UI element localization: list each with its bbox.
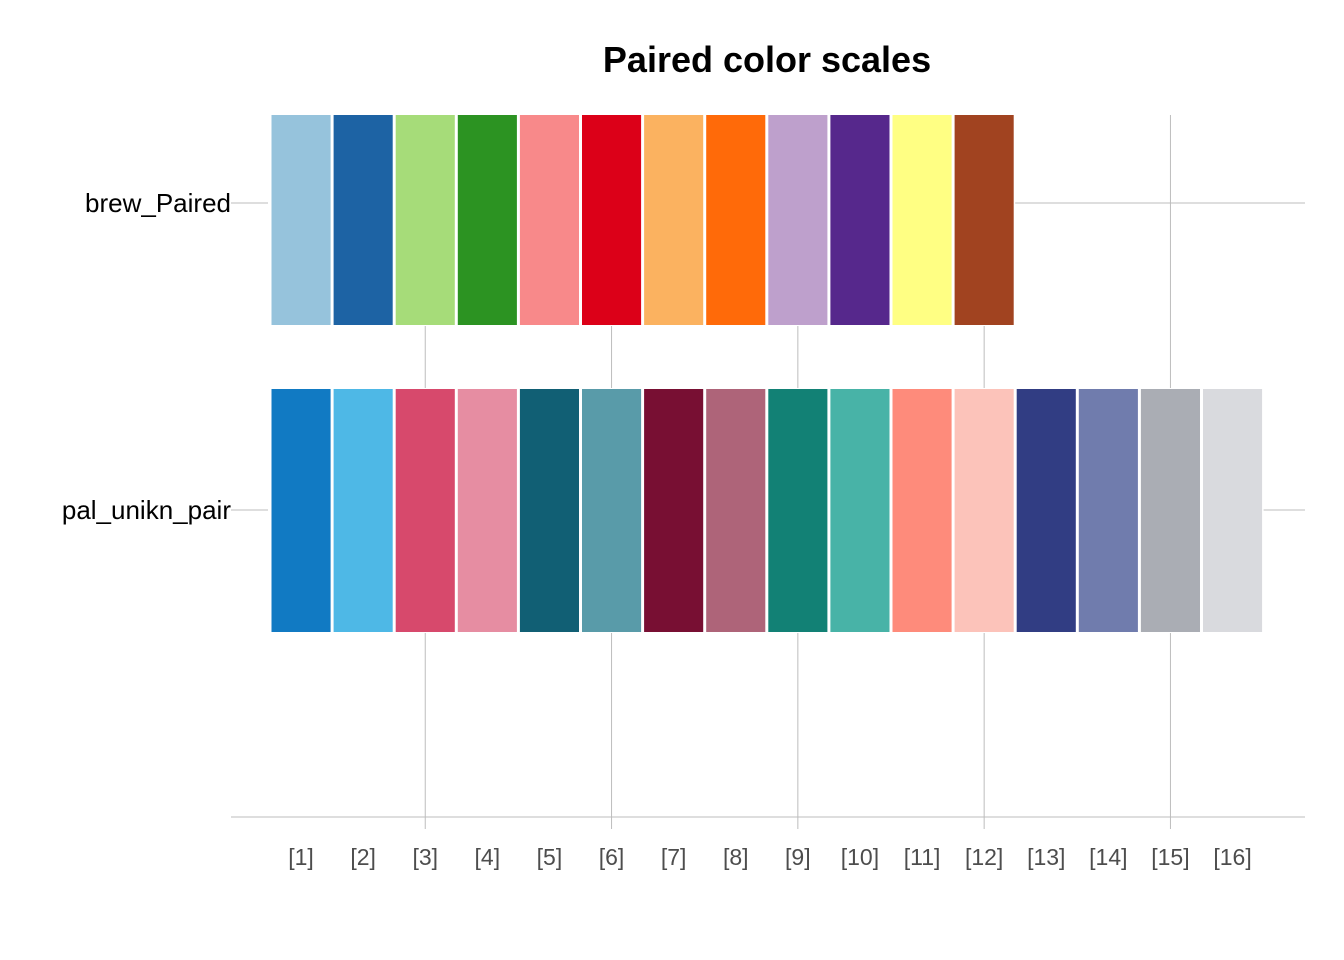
color-swatch <box>892 115 952 325</box>
color-swatch <box>706 115 766 325</box>
color-swatch <box>768 389 828 632</box>
color-swatch <box>457 115 517 325</box>
x-tick-label: [11] <box>904 844 941 870</box>
x-tick-label: [8] <box>723 844 749 870</box>
x-tick-label: [6] <box>599 844 625 870</box>
color-swatch <box>892 389 952 632</box>
color-swatch <box>830 115 890 325</box>
x-tick-label: [10] <box>841 844 879 870</box>
x-tick-label: [13] <box>1027 844 1065 870</box>
color-swatch <box>1078 389 1138 632</box>
color-swatch <box>519 115 579 325</box>
color-swatch <box>457 389 517 632</box>
x-tick-label: [4] <box>475 844 501 870</box>
color-swatch <box>954 115 1014 325</box>
color-swatch <box>1140 389 1200 632</box>
x-tick-label: [2] <box>350 844 376 870</box>
swatch-area <box>268 114 1264 633</box>
x-tick-label: [15] <box>1151 844 1189 870</box>
color-swatch <box>706 389 766 632</box>
x-tick-label: [16] <box>1213 844 1251 870</box>
row-label: pal_unikn_pair <box>62 495 231 525</box>
color-swatch <box>954 389 1014 632</box>
x-tick-labels: [1] [2] [3] [4] [5] [6] [7] [8] [9] [10] [11] [12] [… <box>288 844 1251 870</box>
color-swatch <box>582 389 642 632</box>
row-labels: brew_Paired pal_unikn_pair <box>62 188 231 525</box>
color-swatch <box>644 115 704 325</box>
color-swatch <box>644 389 704 632</box>
color-swatch <box>830 389 890 632</box>
x-tick-label: [14] <box>1089 844 1127 870</box>
color-swatch <box>333 389 393 632</box>
x-tick-label: [9] <box>785 844 811 870</box>
color-swatch <box>1203 389 1263 632</box>
x-tick-label: [7] <box>661 844 687 870</box>
row-label: brew_Paired <box>85 188 231 218</box>
color-swatch <box>519 389 579 632</box>
color-swatch <box>395 115 455 325</box>
color-swatch <box>271 115 331 325</box>
x-tick-label: [5] <box>537 844 563 870</box>
x-tick-label: [12] <box>965 844 1003 870</box>
x-tick-label: [1] <box>288 844 314 870</box>
color-swatch <box>395 389 455 632</box>
color-swatch <box>333 115 393 325</box>
color-swatch <box>768 115 828 325</box>
chart-title: Paired color scales <box>603 39 931 80</box>
x-tick-label: [3] <box>412 844 438 870</box>
color-swatch <box>582 115 642 325</box>
color-swatch <box>271 389 331 632</box>
color-swatch <box>1016 389 1076 632</box>
